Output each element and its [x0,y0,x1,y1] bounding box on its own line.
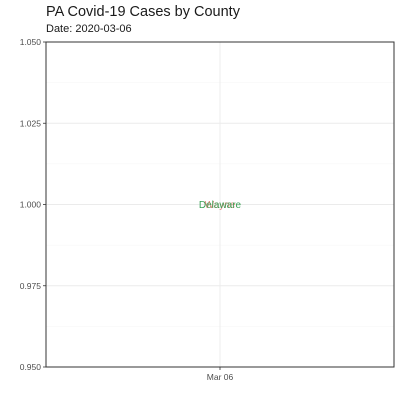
x-tick-label: Mar 06 [207,372,234,382]
y-tick-label: 1.050 [20,37,42,47]
axes-layer: 0.950 0.975 1.000 1.025 1.050 Mar 06 [20,37,234,382]
y-tick-label: 0.975 [20,281,42,291]
y-tick-label: 1.000 [20,200,42,210]
y-tick-label: 1.025 [20,118,42,128]
chart-title: PA Covid-19 Cases by County [46,4,240,20]
grid-layer [46,41,394,368]
point-label-wayne: Wayne [205,200,236,211]
y-tick-label: 0.950 [20,362,42,372]
point-label-delaware: Delaware [199,200,242,211]
chart-subtitle: Date: 2020-03-06 [46,23,132,35]
